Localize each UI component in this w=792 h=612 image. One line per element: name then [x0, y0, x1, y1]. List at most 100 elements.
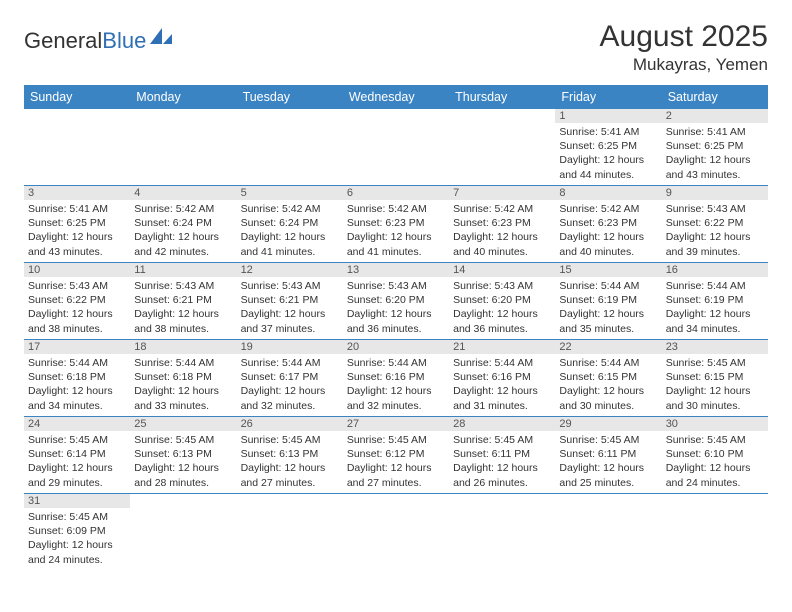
daylight-text-2: and 44 minutes. — [559, 168, 657, 182]
day-number: 30 — [662, 417, 768, 431]
day-number: 10 — [24, 263, 130, 277]
daylight-text-1: Daylight: 12 hours — [453, 230, 551, 244]
calendar-cell: 6Sunrise: 5:42 AMSunset: 6:23 PMDaylight… — [343, 186, 449, 263]
title-block: August 2025 Mukayras, Yemen — [600, 20, 768, 75]
sunset-text: Sunset: 6:25 PM — [28, 216, 126, 230]
weekday-header: Friday — [555, 85, 661, 109]
daylight-text-2: and 34 minutes. — [28, 399, 126, 413]
calendar-cell: 12Sunrise: 5:43 AMSunset: 6:21 PMDayligh… — [237, 263, 343, 340]
sunrise-text: Sunrise: 5:42 AM — [453, 202, 551, 216]
sunrise-text: Sunrise: 5:45 AM — [241, 433, 339, 447]
sunset-text: Sunset: 6:19 PM — [559, 293, 657, 307]
sunset-text: Sunset: 6:24 PM — [241, 216, 339, 230]
calendar-cell: 26Sunrise: 5:45 AMSunset: 6:13 PMDayligh… — [237, 417, 343, 494]
sunset-text: Sunset: 6:11 PM — [453, 447, 551, 461]
daylight-text-1: Daylight: 12 hours — [559, 153, 657, 167]
sunset-text: Sunset: 6:22 PM — [28, 293, 126, 307]
logo-part2: Blue — [102, 28, 146, 53]
sunset-text: Sunset: 6:14 PM — [28, 447, 126, 461]
day-number: 17 — [24, 340, 130, 354]
daylight-text-2: and 36 minutes. — [347, 322, 445, 336]
daylight-text-1: Daylight: 12 hours — [241, 230, 339, 244]
calendar-cell: 3Sunrise: 5:41 AMSunset: 6:25 PMDaylight… — [24, 186, 130, 263]
day-number: 28 — [449, 417, 555, 431]
sunset-text: Sunset: 6:23 PM — [347, 216, 445, 230]
sunset-text: Sunset: 6:25 PM — [666, 139, 764, 153]
calendar-table: Sunday Monday Tuesday Wednesday Thursday… — [24, 85, 768, 570]
header: GeneralBlue August 2025 Mukayras, Yemen — [24, 20, 768, 75]
day-number: 31 — [24, 494, 130, 508]
daylight-text-1: Daylight: 12 hours — [28, 538, 126, 552]
daylight-text-1: Daylight: 12 hours — [134, 461, 232, 475]
day-details: Sunrise: 5:43 AMSunset: 6:21 PMDaylight:… — [237, 277, 343, 339]
calendar-cell: 11Sunrise: 5:43 AMSunset: 6:21 PMDayligh… — [130, 263, 236, 340]
calendar-cell: 5Sunrise: 5:42 AMSunset: 6:24 PMDaylight… — [237, 186, 343, 263]
sunset-text: Sunset: 6:10 PM — [666, 447, 764, 461]
day-details: Sunrise: 5:41 AMSunset: 6:25 PMDaylight:… — [555, 123, 661, 185]
daylight-text-2: and 37 minutes. — [241, 322, 339, 336]
sunset-text: Sunset: 6:13 PM — [241, 447, 339, 461]
weekday-header: Saturday — [662, 85, 768, 109]
day-details: Sunrise: 5:44 AMSunset: 6:18 PMDaylight:… — [24, 354, 130, 416]
sunset-text: Sunset: 6:22 PM — [666, 216, 764, 230]
sunset-text: Sunset: 6:21 PM — [134, 293, 232, 307]
sunset-text: Sunset: 6:09 PM — [28, 524, 126, 538]
sunrise-text: Sunrise: 5:42 AM — [559, 202, 657, 216]
sunset-text: Sunset: 6:21 PM — [241, 293, 339, 307]
daylight-text-1: Daylight: 12 hours — [666, 153, 764, 167]
sunrise-text: Sunrise: 5:45 AM — [28, 510, 126, 524]
day-details: Sunrise: 5:43 AMSunset: 6:20 PMDaylight:… — [449, 277, 555, 339]
day-details: Sunrise: 5:44 AMSunset: 6:16 PMDaylight:… — [343, 354, 449, 416]
day-details: Sunrise: 5:45 AMSunset: 6:12 PMDaylight:… — [343, 431, 449, 493]
daylight-text-1: Daylight: 12 hours — [559, 461, 657, 475]
calendar-cell: 8Sunrise: 5:42 AMSunset: 6:23 PMDaylight… — [555, 186, 661, 263]
logo-part1: General — [24, 28, 102, 53]
daylight-text-2: and 32 minutes. — [347, 399, 445, 413]
day-number: 25 — [130, 417, 236, 431]
day-details: Sunrise: 5:43 AMSunset: 6:22 PMDaylight:… — [24, 277, 130, 339]
daylight-text-1: Daylight: 12 hours — [134, 230, 232, 244]
sunrise-text: Sunrise: 5:45 AM — [28, 433, 126, 447]
calendar-cell: 2Sunrise: 5:41 AMSunset: 6:25 PMDaylight… — [662, 109, 768, 186]
day-details: Sunrise: 5:41 AMSunset: 6:25 PMDaylight:… — [24, 200, 130, 262]
sunrise-text: Sunrise: 5:45 AM — [666, 356, 764, 370]
calendar-cell — [343, 494, 449, 571]
daylight-text-1: Daylight: 12 hours — [347, 384, 445, 398]
calendar-cell: 27Sunrise: 5:45 AMSunset: 6:12 PMDayligh… — [343, 417, 449, 494]
calendar-row: 17Sunrise: 5:44 AMSunset: 6:18 PMDayligh… — [24, 340, 768, 417]
daylight-text-2: and 39 minutes. — [666, 245, 764, 259]
calendar-cell — [449, 109, 555, 186]
daylight-text-2: and 41 minutes. — [347, 245, 445, 259]
sunrise-text: Sunrise: 5:45 AM — [134, 433, 232, 447]
day-number: 26 — [237, 417, 343, 431]
weekday-header: Wednesday — [343, 85, 449, 109]
calendar-cell: 24Sunrise: 5:45 AMSunset: 6:14 PMDayligh… — [24, 417, 130, 494]
day-details: Sunrise: 5:45 AMSunset: 6:15 PMDaylight:… — [662, 354, 768, 416]
calendar-cell: 13Sunrise: 5:43 AMSunset: 6:20 PMDayligh… — [343, 263, 449, 340]
sunset-text: Sunset: 6:19 PM — [666, 293, 764, 307]
daylight-text-1: Daylight: 12 hours — [28, 461, 126, 475]
day-number: 6 — [343, 186, 449, 200]
daylight-text-1: Daylight: 12 hours — [666, 307, 764, 321]
calendar-body: 1Sunrise: 5:41 AMSunset: 6:25 PMDaylight… — [24, 109, 768, 570]
page-title: August 2025 — [600, 20, 768, 53]
daylight-text-2: and 30 minutes. — [559, 399, 657, 413]
day-number: 18 — [130, 340, 236, 354]
day-number: 12 — [237, 263, 343, 277]
sunset-text: Sunset: 6:20 PM — [453, 293, 551, 307]
daylight-text-2: and 27 minutes. — [347, 476, 445, 490]
calendar-cell: 7Sunrise: 5:42 AMSunset: 6:23 PMDaylight… — [449, 186, 555, 263]
weekday-header: Thursday — [449, 85, 555, 109]
day-number: 13 — [343, 263, 449, 277]
day-number: 2 — [662, 109, 768, 123]
daylight-text-2: and 28 minutes. — [134, 476, 232, 490]
day-details: Sunrise: 5:45 AMSunset: 6:13 PMDaylight:… — [130, 431, 236, 493]
sunrise-text: Sunrise: 5:44 AM — [559, 356, 657, 370]
daylight-text-1: Daylight: 12 hours — [559, 230, 657, 244]
daylight-text-1: Daylight: 12 hours — [347, 307, 445, 321]
sunrise-text: Sunrise: 5:44 AM — [347, 356, 445, 370]
calendar-cell: 31 Sunrise: 5:45 AMSunset: 6:09 PMDayligh… — [24, 494, 130, 571]
sunset-text: Sunset: 6:25 PM — [559, 139, 657, 153]
calendar-cell: 22Sunrise: 5:44 AMSunset: 6:15 PMDayligh… — [555, 340, 661, 417]
sunrise-text: Sunrise: 5:45 AM — [453, 433, 551, 447]
